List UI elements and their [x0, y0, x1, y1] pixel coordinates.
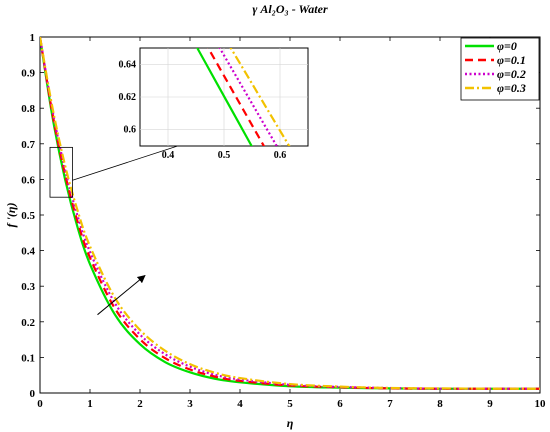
legend-label-0: φ=0 [497, 39, 517, 53]
zoom-region-box [49, 146, 73, 198]
y-tick-label: 0.5 [21, 210, 35, 222]
inset-y-tick-label: 0.6 [124, 125, 137, 136]
trend-arrow [97, 275, 146, 316]
x-tick-label: 5 [287, 398, 293, 410]
x-tick-label: 0 [37, 398, 43, 410]
x-tick-label: 3 [187, 398, 193, 410]
x-tick-label: 6 [337, 398, 343, 410]
inset-y-tick-label: 0.64 [119, 59, 137, 70]
zoom-connector-arrow [72, 138, 197, 181]
x-tick-label: 8 [437, 398, 443, 410]
legend-label-3: φ=0.3 [497, 81, 526, 95]
y-tick-label: 0.7 [21, 139, 35, 151]
chart-title: γ Al₂O₃ - Water [252, 2, 328, 16]
tick-layer: 0 1 2 3 4 5 6 7 8 9 10 0 0.1 0.2 0.3 0.4 0.5 0.6 0.7 0.8 0.9… [21, 32, 546, 410]
y-tick-label: 0.1 [21, 352, 35, 364]
series-line-0 [40, 37, 540, 390]
x-tick-label: 1 [87, 398, 93, 410]
x-tick-label: 2 [137, 398, 143, 410]
x-tick-label: 4 [237, 398, 243, 410]
inset-tick-labels: 0.4 0.5 0.6 0.6 0.62 0.64 [119, 59, 287, 161]
x-tick-label: 10 [535, 398, 547, 410]
y-tick-label: 0.2 [21, 317, 35, 329]
legend: φ=0φ=0.1φ=0.2φ=0.3 [460, 37, 540, 101]
inset-x-tick-label: 0.6 [274, 150, 287, 161]
y-tick-label: 1 [30, 32, 36, 44]
inset-x-tick-label: 0.5 [218, 150, 231, 161]
legend-label-1: φ=0.1 [497, 53, 526, 67]
inset-series-line-2 [218, 48, 278, 146]
y-tick-label: 0.6 [21, 174, 35, 186]
series-line-1 [40, 37, 540, 390]
y-tick-label: 0 [30, 388, 36, 400]
y-tick-label: 0.4 [21, 246, 35, 258]
inset-x-tick-label: 0.4 [162, 150, 175, 161]
x-axis-label: η [287, 416, 294, 430]
legend-label-2: φ=0.2 [497, 67, 526, 81]
inset-series-line-3 [229, 48, 291, 146]
y-axis-label: f '(η) [4, 203, 18, 228]
series-line-2 [40, 37, 540, 390]
inset-series-line-0 [196, 48, 253, 146]
x-tick-label: 7 [387, 398, 393, 410]
y-tick-label: 0.8 [21, 103, 35, 115]
y-tick-label: 0.3 [21, 281, 35, 293]
inset-zoom-plot: 0.4 0.5 0.6 0.6 0.62 0.64 [119, 47, 309, 161]
legend-box [460, 37, 540, 101]
inset-series-lines [196, 48, 291, 146]
x-tick-label: 9 [487, 398, 493, 410]
y-tick-label: 0.9 [21, 68, 35, 80]
inset-series-line-1 [206, 48, 266, 146]
inset-y-tick-label: 0.62 [119, 92, 137, 103]
